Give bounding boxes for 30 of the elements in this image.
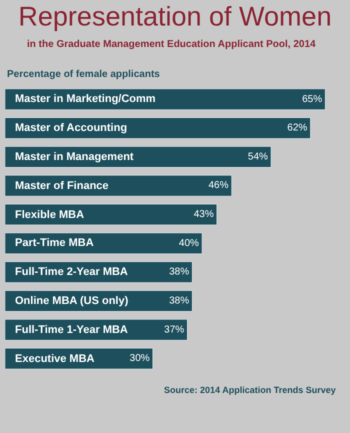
text: Percentage of female applicants [7,69,160,80]
y-tick-label: Part-Time MBA [15,237,94,249]
y-tick-label: Full-Time 2-Year MBA [15,266,128,278]
data-label: 62% [287,122,308,134]
y-tick-label: Master in Management [15,151,134,163]
bar [5,88,326,110]
y-tick-label: Full-Time 1-Year MBA [15,324,128,336]
y-tick-label: Flexible MBA [15,209,84,221]
data-label: 30% [130,353,150,364]
bar [5,232,202,254]
bar [5,204,218,226]
chart-title: Representation of Women [18,1,332,32]
y-tick-label: Master of Finance [15,180,109,192]
bar [5,146,272,168]
data-label: 43% [194,209,214,220]
data-label: 65% [302,94,322,105]
bar [5,175,232,196]
bar [5,117,311,139]
data-label: 38% [169,295,190,306]
data-label: 46% [208,180,229,192]
y-tick-label: Master in Marketing/Comm [15,93,156,105]
y-tick-label: Executive MBA [15,353,95,365]
data-label: 40% [178,238,200,249]
data-label: 54% [248,151,268,162]
data-label: 38% [169,266,190,278]
y-tick-label: Master of Accounting [15,122,128,134]
y-tick-label: Online MBA (US only) [15,295,129,307]
source-note: Source: 2014 Application Trends Survey [164,385,336,395]
chart-subtitle: in the Graduate Management Education Applicant Pool, 2014 [27,39,316,50]
data-label: 37% [164,324,184,336]
